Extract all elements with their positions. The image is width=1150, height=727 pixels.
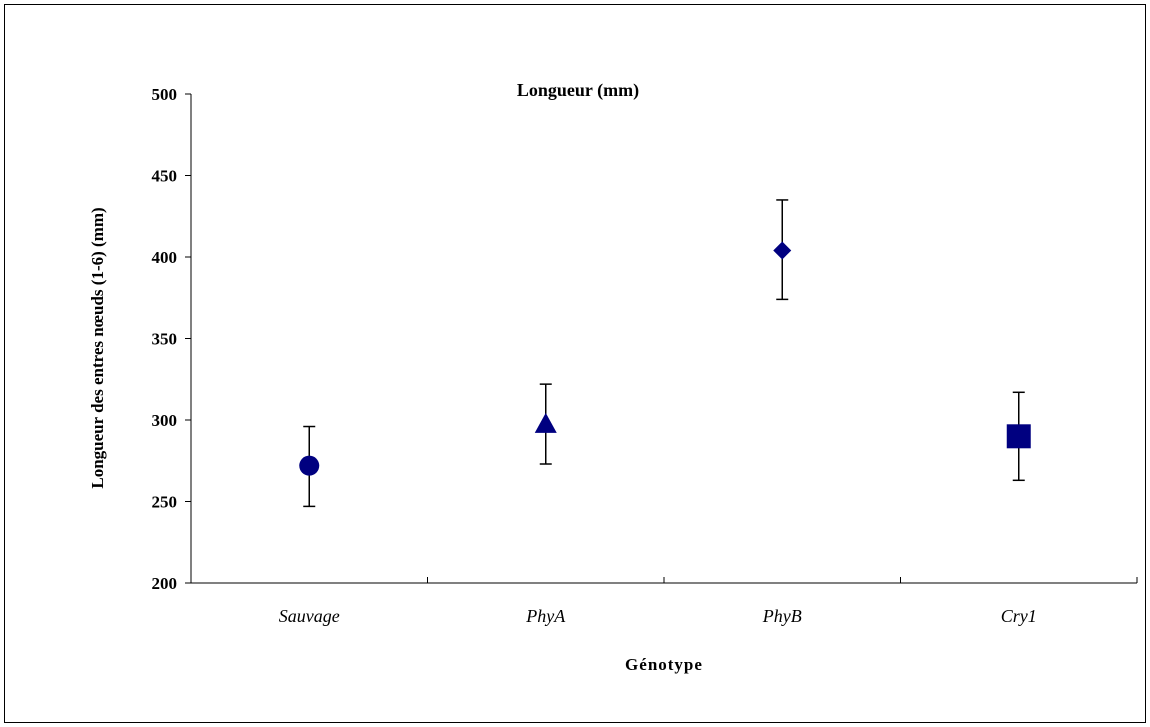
chart-frame xyxy=(4,4,1146,723)
y-tick-label: 200 xyxy=(152,574,178,593)
y-tick-label: 500 xyxy=(152,85,178,104)
point-diamond xyxy=(773,241,792,260)
y-tick-label: 450 xyxy=(152,167,178,186)
point-triangle xyxy=(534,412,557,433)
point-circle xyxy=(299,455,320,476)
x-axis-label: Génotype xyxy=(625,655,703,674)
y-tick-label: 300 xyxy=(152,411,178,430)
x-tick-label: Sauvage xyxy=(279,606,340,626)
y-tick-label: 250 xyxy=(152,493,178,512)
point-square xyxy=(1006,424,1031,449)
chart-title: Longueur (mm) xyxy=(517,80,639,101)
y-tick-label: 350 xyxy=(152,330,178,349)
y-axis-label: Longueur des entres nœuds (1-6) (mm) xyxy=(88,207,107,488)
x-tick-label: PhyA xyxy=(525,606,566,626)
y-tick-label: 400 xyxy=(152,248,178,267)
x-tick-label: PhyB xyxy=(762,606,802,626)
x-tick-label: Cry1 xyxy=(1001,606,1037,626)
